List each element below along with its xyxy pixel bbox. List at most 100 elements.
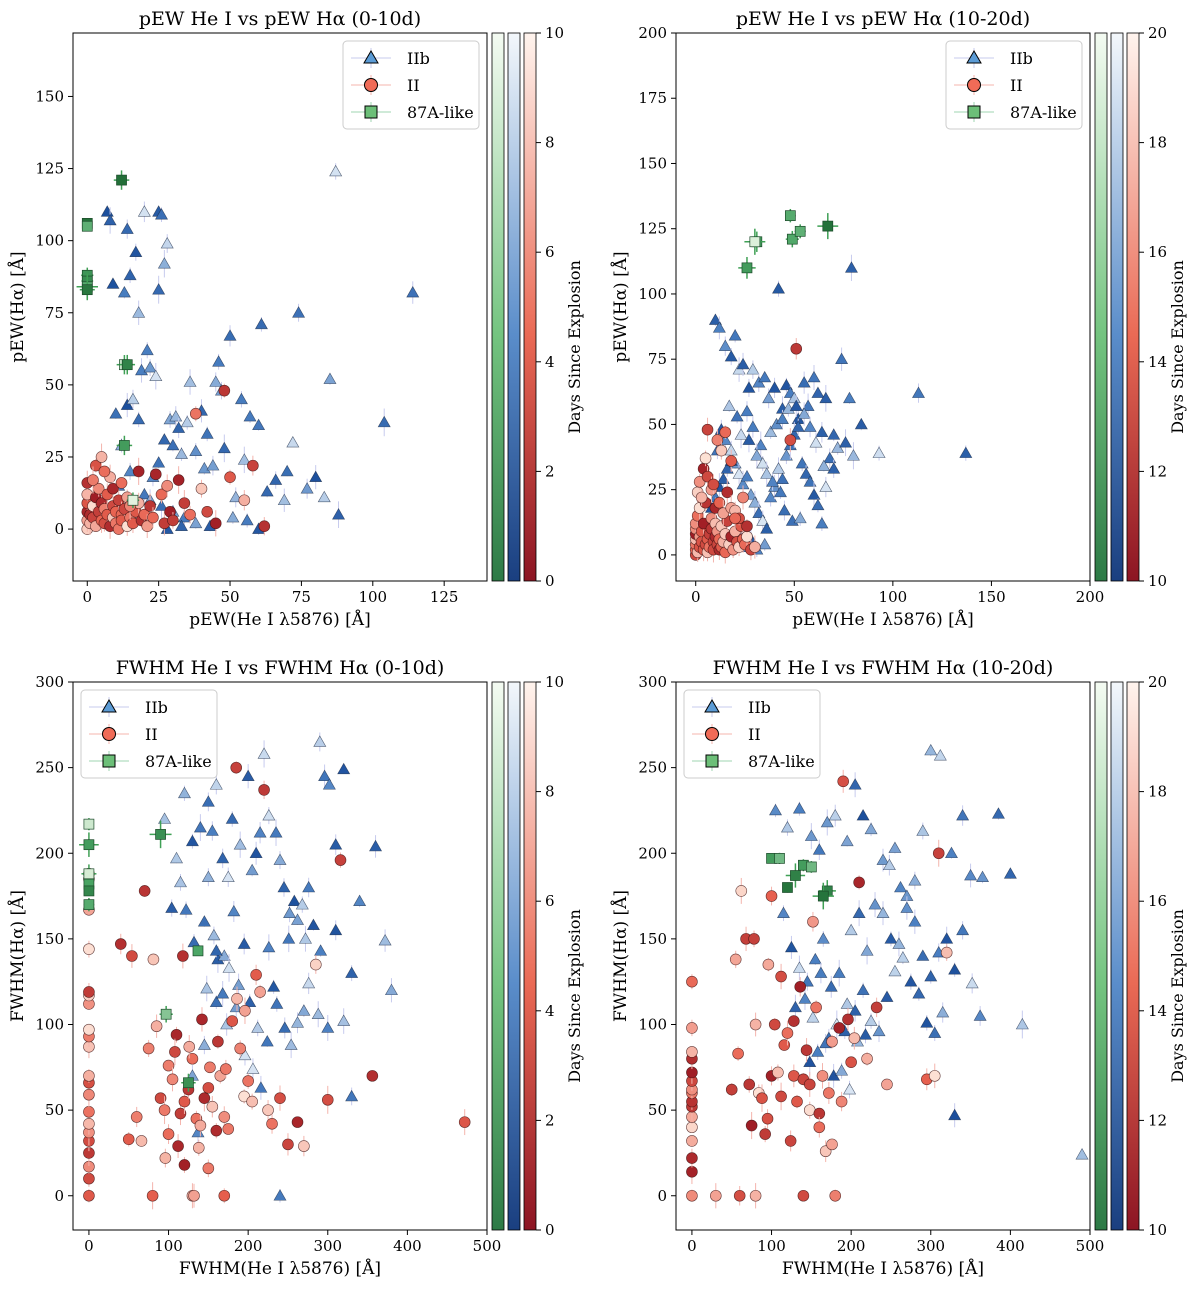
ii-point bbox=[83, 1023, 95, 1036]
legend: IIb II 87A-like bbox=[342, 40, 480, 130]
a87-point bbox=[749, 236, 761, 248]
iib-point bbox=[758, 537, 772, 550]
ii-point bbox=[162, 1059, 175, 1072]
ii-point bbox=[833, 1022, 846, 1034]
ii-point bbox=[765, 890, 778, 902]
ii-point bbox=[759, 1128, 771, 1140]
iib-point bbox=[226, 510, 240, 523]
iib-point bbox=[924, 969, 938, 982]
ii-point bbox=[710, 1189, 722, 1202]
x-tick-label: 125 bbox=[430, 588, 459, 606]
iib-point bbox=[323, 372, 337, 384]
y-tick-label: 250 bbox=[35, 759, 64, 777]
iib-point bbox=[912, 987, 926, 999]
x-tick-label: 100 bbox=[757, 1237, 786, 1255]
ii-point bbox=[83, 1118, 95, 1130]
ii-point bbox=[218, 1111, 231, 1123]
ii-point bbox=[775, 1090, 787, 1103]
legend: IIb II 87A-like bbox=[683, 689, 821, 779]
iib-point bbox=[209, 995, 223, 1008]
ii-point bbox=[775, 970, 787, 983]
ii-point bbox=[172, 474, 185, 486]
y-tick-label: 50 bbox=[648, 415, 667, 433]
iib-point bbox=[819, 391, 833, 404]
iib-point bbox=[864, 1014, 878, 1026]
ii-point bbox=[183, 1040, 196, 1053]
iib-point bbox=[888, 964, 902, 977]
iib-point bbox=[201, 870, 215, 883]
iib-point bbox=[835, 352, 849, 364]
ii-point bbox=[170, 1028, 183, 1041]
iib-point bbox=[777, 503, 791, 516]
iib-point bbox=[129, 245, 143, 258]
ii-point bbox=[845, 1056, 857, 1068]
colorbar-tick-label: 18 bbox=[1148, 134, 1167, 152]
ii-point bbox=[711, 434, 724, 446]
ii-point bbox=[686, 1022, 698, 1034]
ii-point bbox=[161, 480, 174, 492]
iib-point bbox=[964, 868, 978, 881]
y-tick-label: 125 bbox=[35, 160, 64, 178]
legend-marker-square bbox=[705, 754, 719, 768]
iib-point bbox=[811, 1045, 825, 1057]
iib-point bbox=[201, 795, 215, 807]
iib-point bbox=[282, 932, 296, 944]
a87-point bbox=[805, 861, 817, 873]
iib-point bbox=[780, 820, 794, 833]
ii-point bbox=[686, 1135, 698, 1147]
colorbar-strip bbox=[1126, 32, 1140, 582]
iib-point bbox=[217, 441, 231, 454]
ii-point bbox=[334, 854, 347, 866]
colorbar-tick-label: 6 bbox=[545, 243, 555, 261]
ii-point bbox=[195, 482, 208, 495]
ii-point bbox=[226, 1015, 239, 1027]
iib-point bbox=[776, 906, 790, 918]
iib-point bbox=[254, 1081, 268, 1093]
ii-point bbox=[242, 1075, 254, 1087]
iib-point bbox=[277, 880, 291, 893]
ii-point bbox=[262, 1104, 274, 1116]
ii-point bbox=[247, 459, 259, 472]
a87-point bbox=[782, 882, 793, 893]
colorbar: 0 2 4 6 8 10 Days Since Explosion bbox=[491, 673, 584, 1239]
colorbar-strip bbox=[523, 681, 537, 1231]
ii-point bbox=[940, 946, 953, 959]
legend-marker-triangle bbox=[966, 50, 982, 64]
ii-point bbox=[204, 1061, 216, 1074]
iib-point bbox=[200, 427, 214, 439]
iib-point bbox=[193, 820, 207, 833]
iib-point bbox=[815, 516, 829, 529]
iib-point bbox=[253, 826, 267, 838]
a87-point bbox=[774, 853, 785, 864]
ii-point bbox=[122, 1133, 135, 1146]
ii-point bbox=[87, 474, 99, 486]
iib-point bbox=[748, 496, 762, 508]
iib-point bbox=[269, 473, 283, 485]
iib-point bbox=[227, 904, 241, 917]
iib-point bbox=[290, 1016, 305, 1028]
iib-point bbox=[292, 306, 306, 318]
ii-point bbox=[166, 1073, 179, 1086]
iib-point bbox=[207, 928, 221, 941]
iib-point bbox=[179, 903, 193, 915]
ii-point bbox=[167, 514, 179, 527]
iib-point bbox=[251, 1021, 265, 1033]
ii-point bbox=[83, 943, 95, 955]
ii-point bbox=[83, 1106, 95, 1118]
ii-point bbox=[310, 958, 322, 971]
iib-point bbox=[267, 980, 281, 992]
legend-marker-triangle bbox=[101, 699, 117, 713]
iib-point bbox=[819, 480, 833, 492]
iib-point bbox=[773, 485, 788, 498]
iib-point bbox=[775, 412, 789, 425]
legend-label: 87A-like bbox=[1010, 103, 1077, 122]
ii-point bbox=[282, 1138, 294, 1151]
data-points bbox=[79, 732, 471, 1210]
ii-point bbox=[150, 468, 162, 481]
iib-point bbox=[120, 398, 134, 410]
y-tick-label: 50 bbox=[45, 1101, 64, 1119]
ii-point bbox=[719, 426, 732, 439]
ii-point bbox=[810, 1001, 822, 1014]
ii-point bbox=[791, 1095, 803, 1108]
iib-point bbox=[329, 923, 343, 936]
